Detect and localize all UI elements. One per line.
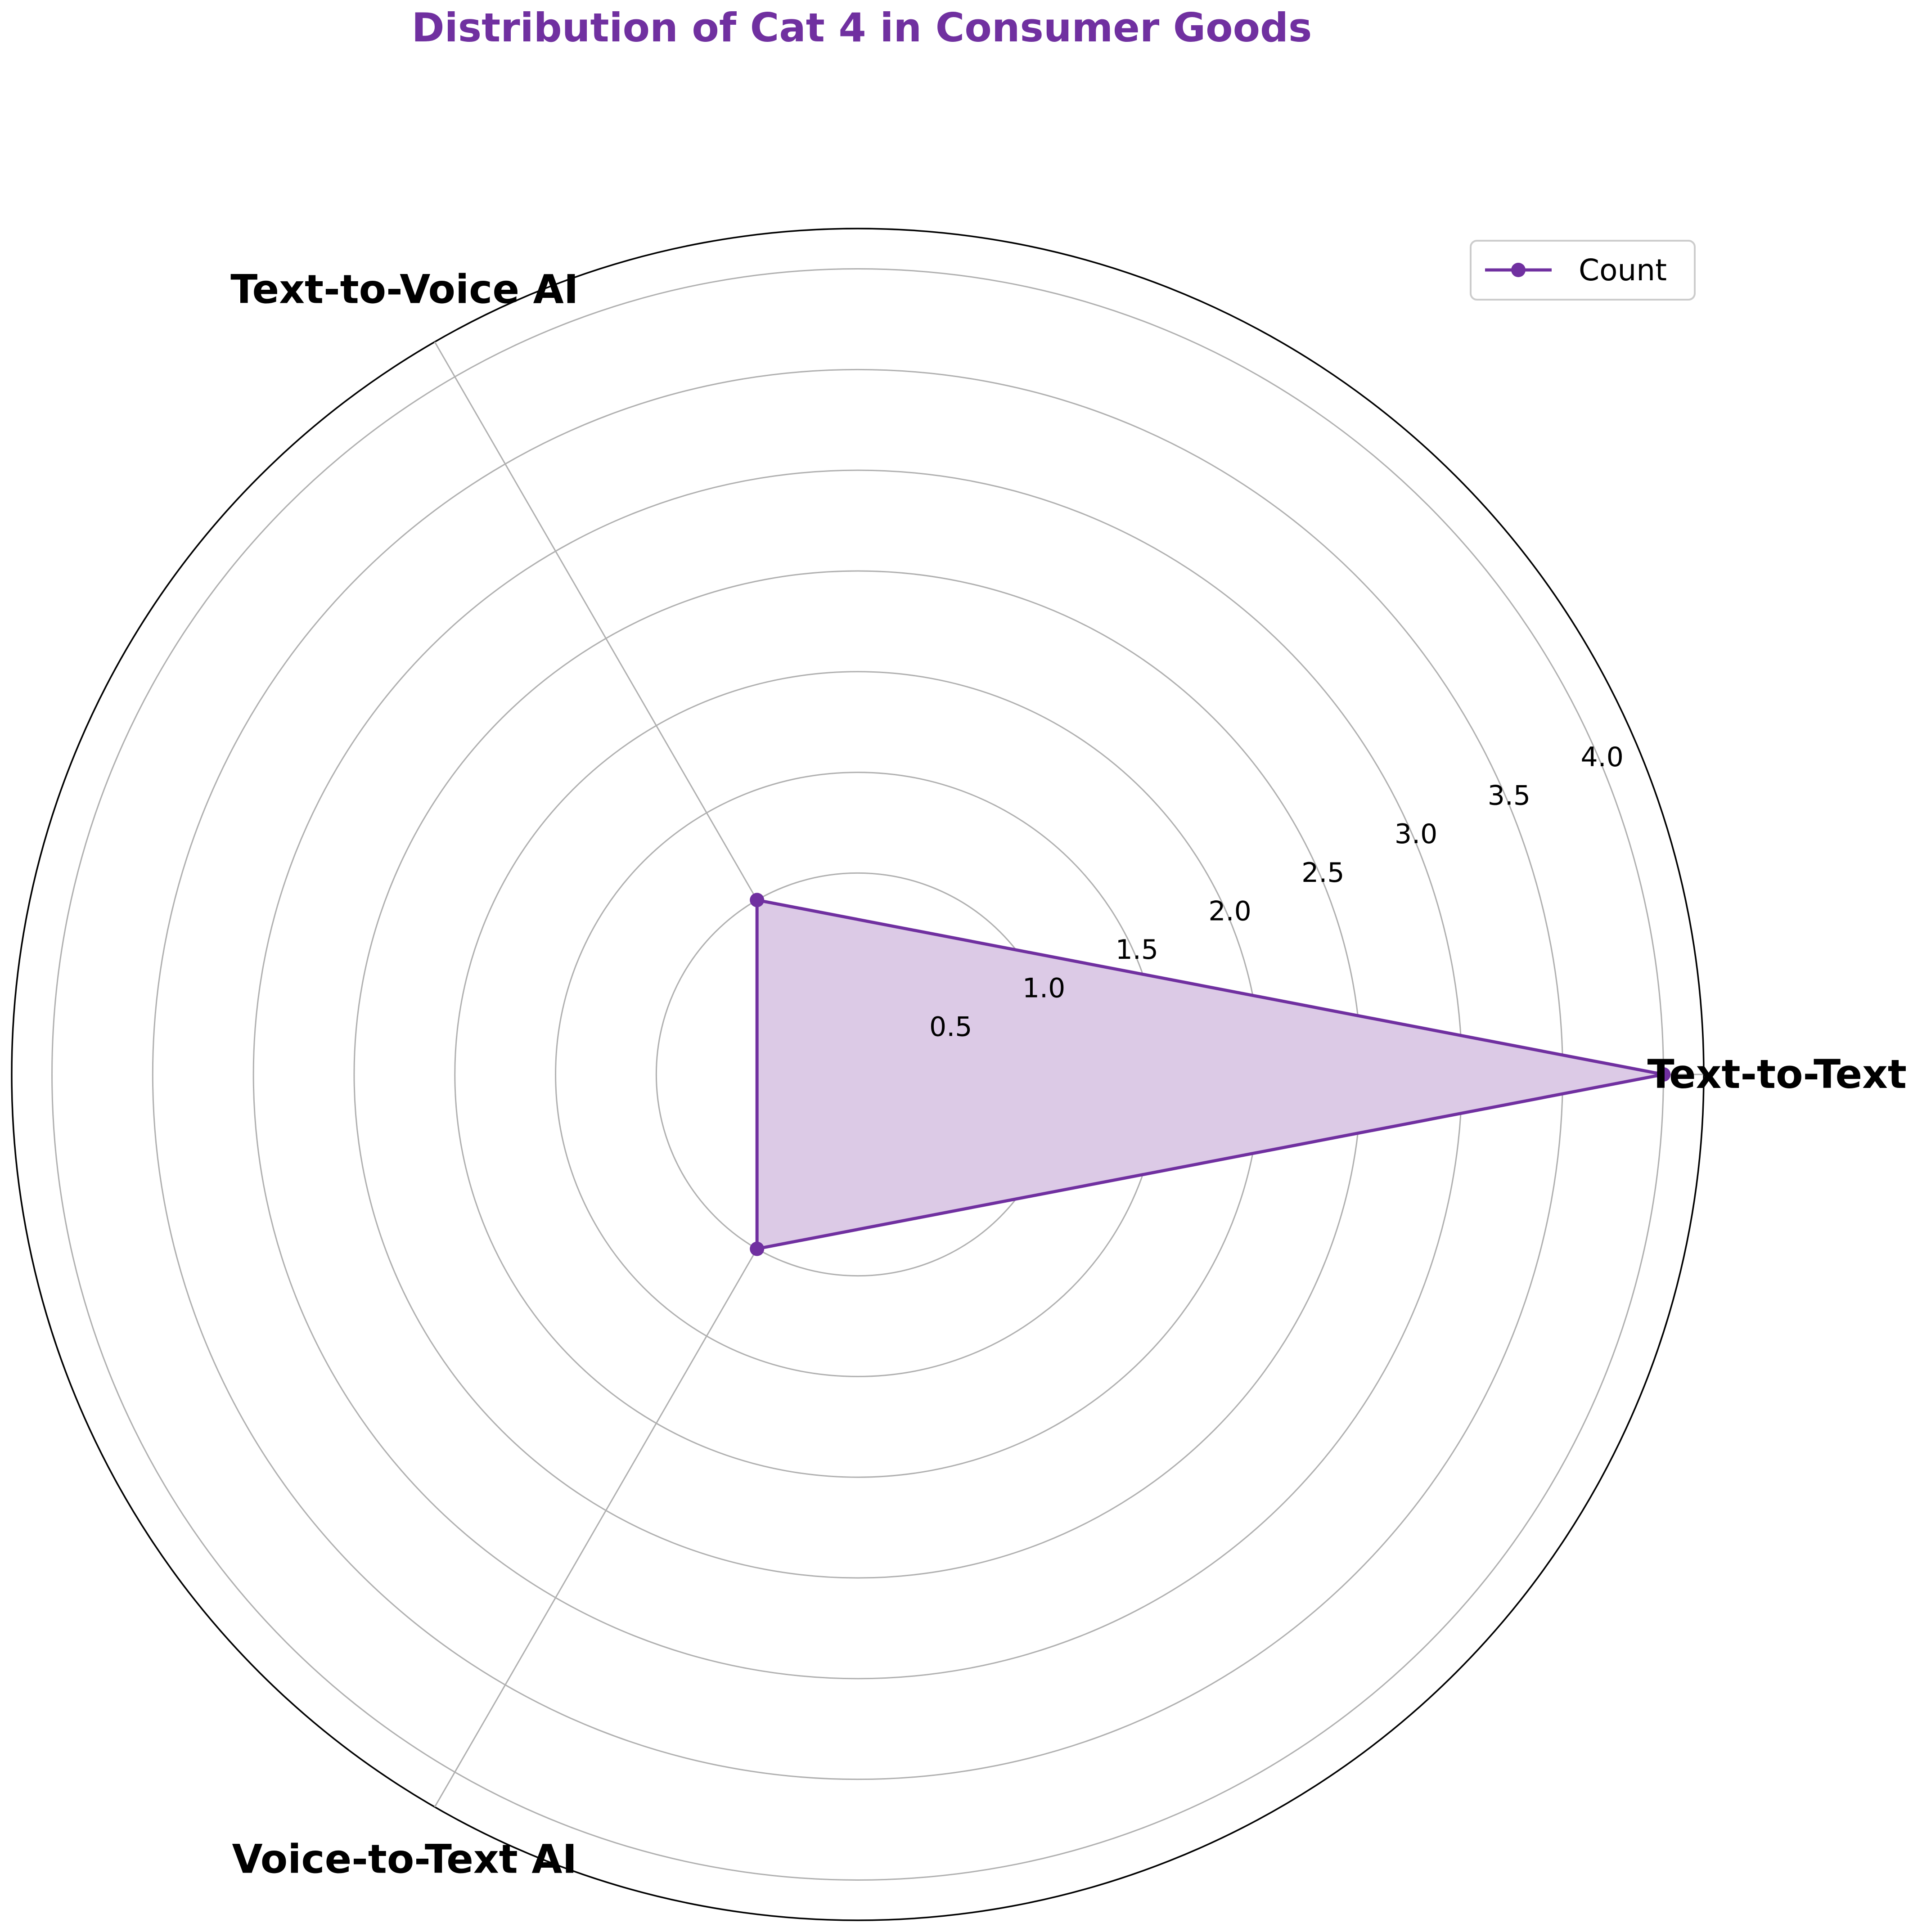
r-tick-label: 1.0 — [1022, 973, 1065, 1004]
data-point-voice-to-text-ai — [750, 1241, 765, 1256]
radial-tick-labels: 0.5 1.0 1.5 2.0 2.5 3.0 3.5 4.0 — [929, 741, 1624, 1043]
r-tick-label: 2.0 — [1208, 895, 1251, 927]
series-area-1 — [757, 900, 1664, 1249]
series-layer — [750, 893, 1671, 1256]
legend-frame — [1470, 240, 1696, 301]
data-point-text-to-voice-ai — [750, 893, 765, 908]
r-tick-label: 0.5 — [929, 1011, 972, 1042]
data-point-text-to-text-ai — [1656, 1067, 1671, 1082]
r-tick-label: 1.5 — [1116, 934, 1158, 966]
legend: Count — [1470, 240, 1696, 301]
category-label-voice-to-text-ai: Voice-to-Text AI — [232, 1836, 577, 1882]
legend-label-count: Count — [1579, 253, 1667, 288]
r-tick-label: 4.0 — [1580, 741, 1623, 773]
category-label-text-to-voice-ai: Text-to-Voice AI — [230, 266, 578, 313]
series-line-1 — [755, 898, 1665, 1251]
r-tick-label: 3.0 — [1395, 818, 1437, 850]
category-labels: Text-to-Text AI Text-to-Voice AI Voice-to-… — [230, 266, 1913, 1883]
r-tick-label: 3.5 — [1488, 780, 1530, 811]
r-tick-label: 2.5 — [1301, 857, 1344, 889]
category-label-text-to-text-ai: Text-to-Text AI — [1647, 1051, 1913, 1097]
legend-dot-marker — [1511, 263, 1526, 277]
chart-title: Distribution of Cat 4 in Consumer Goods — [412, 4, 1312, 51]
